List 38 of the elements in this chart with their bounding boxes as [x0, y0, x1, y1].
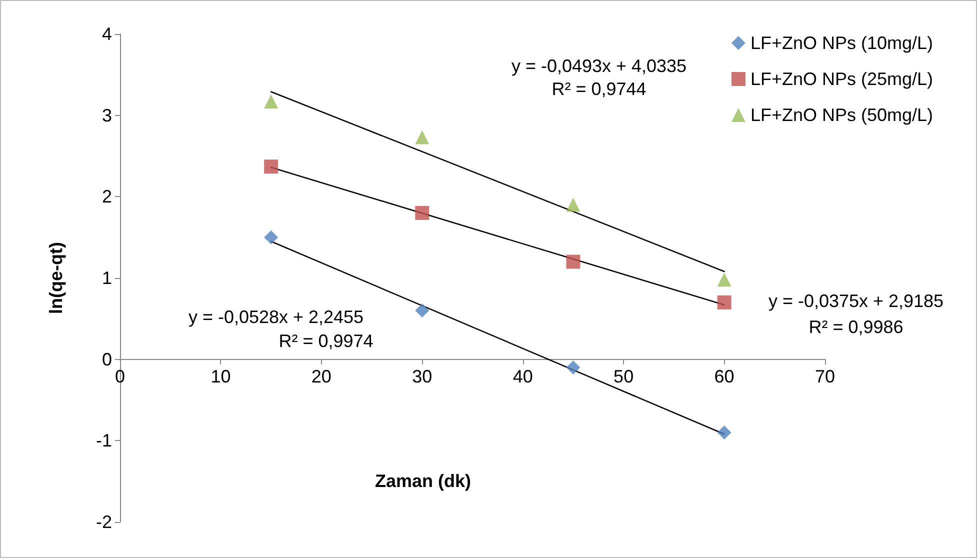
- point: [415, 130, 430, 144]
- y-tick-label: -1: [96, 430, 112, 451]
- x-tick-label: 30: [412, 366, 432, 386]
- point: [717, 426, 732, 440]
- annotation: R² = 0,9974: [278, 331, 374, 351]
- annotation: y = -0,0375x + 2,9185: [768, 291, 944, 311]
- legend-label: LF+ZnO NPs (10mg/L): [750, 33, 934, 53]
- y-tick-label: 1: [102, 268, 112, 288]
- x-tick-label: 40: [512, 366, 533, 386]
- point: [415, 304, 430, 318]
- point: [264, 160, 278, 174]
- point: [717, 295, 732, 310]
- x-tick-label: 60: [714, 366, 734, 386]
- x-axis-title: Zaman (dk): [374, 471, 472, 491]
- point: [566, 360, 580, 374]
- y-tick-label: 4: [102, 24, 112, 44]
- y-tick-label: 3: [102, 105, 112, 126]
- annotation: y = -0,0528x + 2,2455: [188, 307, 364, 327]
- x-tick-label: 70: [814, 366, 836, 386]
- point: [415, 206, 430, 220]
- point: [566, 254, 580, 269]
- y-tick-label: 2: [102, 186, 112, 207]
- point: [264, 94, 278, 109]
- y-tick-label: -2: [96, 512, 112, 532]
- legend-label: LF+ZnO NPs (25mg/L): [750, 69, 934, 89]
- annotation: R² = 0,9986: [808, 317, 904, 337]
- y-axis-title: ln(qe-qt): [46, 242, 66, 314]
- legend-label: LF+ZnO NPs (50mg/L): [750, 105, 934, 125]
- x-tick-label: 0: [114, 366, 126, 386]
- x-tick-label: 10: [210, 366, 231, 386]
- x-tick-label: 20: [311, 366, 332, 386]
- point: [717, 272, 732, 287]
- point: [264, 230, 278, 244]
- y-tick-label: 0: [102, 349, 112, 370]
- annotation: y = -0,0493x + 4,0335: [511, 56, 687, 76]
- point: [566, 198, 580, 212]
- annotation: R² = 0,9744: [552, 79, 646, 99]
- x-tick-label: 50: [614, 366, 634, 386]
